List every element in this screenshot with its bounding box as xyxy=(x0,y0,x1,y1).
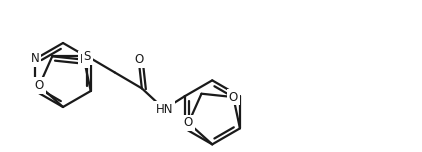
Text: O: O xyxy=(35,79,44,92)
Text: N: N xyxy=(31,52,40,66)
Text: S: S xyxy=(84,50,91,63)
Text: O: O xyxy=(134,53,143,66)
Text: O: O xyxy=(184,116,193,130)
Text: HN: HN xyxy=(155,103,173,116)
Text: N: N xyxy=(80,53,89,66)
Text: O: O xyxy=(229,91,238,104)
